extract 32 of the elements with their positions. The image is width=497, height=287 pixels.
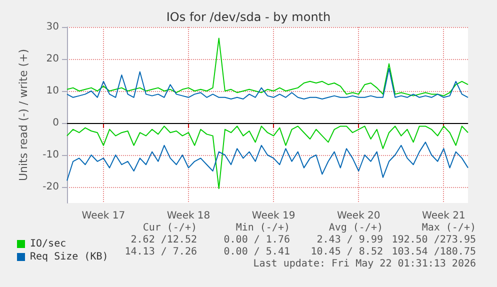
y-tick-label: 0	[52, 118, 59, 128]
x-tick-label: Week 21	[422, 210, 466, 222]
text: Last update: Fri May 22 01:31:13 2026	[253, 258, 476, 270]
x-tick-label: Week 20	[336, 210, 380, 222]
text: Max (-/+)	[422, 222, 476, 234]
text: 14.13 / 7.26	[124, 246, 197, 258]
line-series	[66, 126, 468, 190]
legend-label: Req Size (KB)	[30, 252, 108, 262]
line-series	[66, 142, 468, 182]
text: Avg (-/+)	[328, 222, 383, 234]
line-series	[66, 68, 468, 100]
y-tick-label: 20	[46, 54, 59, 64]
x-tick-label: Week 18	[166, 210, 210, 222]
legend-label: IO/sec	[30, 238, 66, 250]
text: 192.50 /273.95	[392, 234, 476, 246]
y-tick-label: -20	[42, 182, 59, 192]
line-series	[66, 38, 468, 96]
text: 2.62 /12.52	[130, 234, 197, 246]
text: 0.00 / 5.41	[224, 246, 290, 258]
text: Cur (-/+)	[142, 222, 197, 234]
y-tick-label: 30	[46, 22, 59, 32]
text: 0.00 / 1.76	[224, 234, 290, 246]
text: Min (-/+)	[236, 222, 290, 234]
y-tick-label: 10	[46, 86, 59, 96]
text: 10.45 / 8.52	[310, 246, 383, 258]
y-axis-title: Units read (-) / write (+)	[17, 48, 30, 182]
x-tick-label: Week 19	[252, 210, 296, 222]
x-tick-label: Week 17	[82, 210, 126, 222]
chart-title: IOs for /dev/sda - by month	[166, 10, 331, 24]
text: 2.43 / 9.99	[316, 234, 383, 246]
y-tick-label: -10	[42, 150, 59, 160]
text: 103.54 /180.75	[392, 246, 476, 258]
